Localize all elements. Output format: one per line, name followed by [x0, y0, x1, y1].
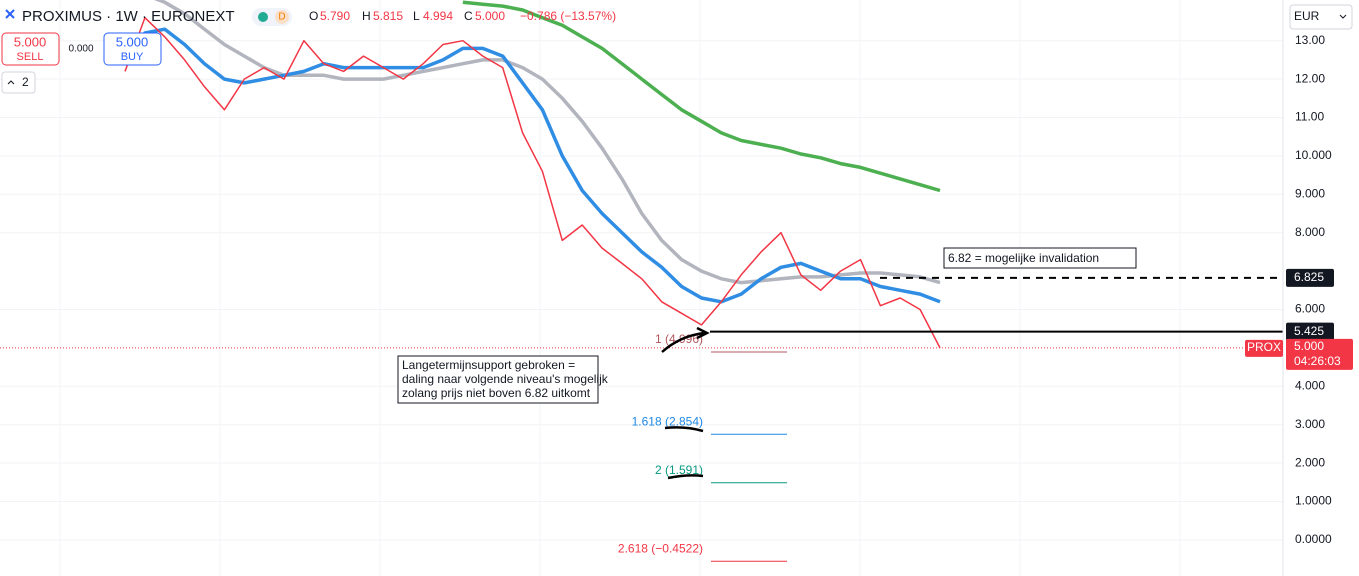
fib-label: 1.618 (2.854) — [632, 414, 703, 428]
y-tick-label: 8.000 — [1295, 225, 1325, 239]
status-dot — [258, 12, 268, 22]
indicator-count[interactable]: 2 — [22, 75, 29, 89]
chevron — [1339, 14, 1347, 19]
ohlc-label: O — [309, 9, 318, 23]
y-tick-label: 1.0000 — [1295, 494, 1332, 508]
y-tick-label: 3.000 — [1295, 417, 1325, 431]
badge-text: D — [278, 12, 285, 23]
scribble — [667, 474, 704, 480]
sell-price[interactable]: 5.000 — [14, 34, 47, 49]
hand-arrow-head — [696, 326, 710, 340]
y-tick-label: 12.00 — [1295, 71, 1325, 85]
spread: 0.000 — [68, 44, 93, 55]
buy-button[interactable] — [103, 32, 162, 66]
annotation-box — [943, 247, 1137, 269]
sell-label[interactable]: SELL — [17, 51, 44, 63]
level-label: 6.825 — [1294, 270, 1324, 284]
y-tick-label: 11.00 — [1295, 110, 1324, 124]
ohlc-value: 4.994 — [423, 9, 453, 23]
series-line — [462, 0, 941, 193]
fib-label: 2.618 (−0.4522) — [618, 541, 703, 555]
y-tick-label: 4.000 — [1295, 378, 1325, 392]
series-line — [124, 16, 941, 349]
scribble — [664, 426, 704, 433]
last-price-label: 5.000 — [1294, 339, 1324, 353]
sell-button[interactable] — [1, 32, 60, 66]
hand-arrow — [661, 331, 705, 353]
level-tag — [1286, 322, 1334, 341]
ohlc-value: 5.000 — [475, 9, 505, 23]
level-label: 5.425 — [1294, 324, 1324, 338]
ohlc-label: C — [464, 9, 473, 23]
change: −0.786 (−13.57%) — [520, 9, 616, 23]
currency-button[interactable] — [1289, 4, 1353, 30]
y-tick-label: 2.000 — [1295, 455, 1325, 469]
y-tick-label: 6.000 — [1295, 302, 1325, 316]
y-tick-label: 10.000 — [1295, 148, 1332, 162]
ohlc-value: 5.815 — [373, 9, 403, 23]
annotation: zolang prijs niet boven 6.82 uitkomt — [402, 386, 591, 400]
logo — [5, 9, 15, 19]
ohlc-value: 5.790 — [320, 9, 350, 23]
symbol-tag-label: PROX — [1247, 340, 1281, 354]
y-tick-label: 13.00 — [1295, 33, 1325, 47]
indicator-toggle[interactable] — [1, 71, 36, 94]
level-tag — [1286, 268, 1334, 287]
badge — [275, 10, 289, 24]
series-line — [123, 27, 941, 304]
annotation-box — [397, 355, 599, 404]
price-axis — [1283, 0, 1359, 576]
annotation: Langetermijnsupport gebroken = — [402, 358, 575, 372]
chevron — [7, 80, 15, 85]
ohlc-label: H — [362, 9, 371, 23]
last-price-tag — [1286, 338, 1353, 370]
buy-label[interactable]: BUY — [121, 51, 144, 63]
y-tick-label: 9.000 — [1295, 186, 1325, 200]
ohlc-label: L — [413, 9, 420, 23]
fib-label: 2 (1.591) — [655, 463, 703, 477]
countdown: 04:26:03 — [1294, 354, 1341, 368]
annotation: daling naar volgende niveau's mogelijk — [402, 372, 609, 386]
annotation: 6.82 = mogelijke invalidation — [948, 251, 1099, 265]
symbol-tag — [1245, 339, 1283, 357]
currency[interactable]: EUR — [1294, 9, 1320, 23]
symbol: PROXIMUS · 1W · EURONEXT — [22, 8, 235, 25]
buy-price[interactable]: 5.000 — [116, 34, 149, 49]
y-tick-label: 0.0000 — [1295, 532, 1332, 546]
